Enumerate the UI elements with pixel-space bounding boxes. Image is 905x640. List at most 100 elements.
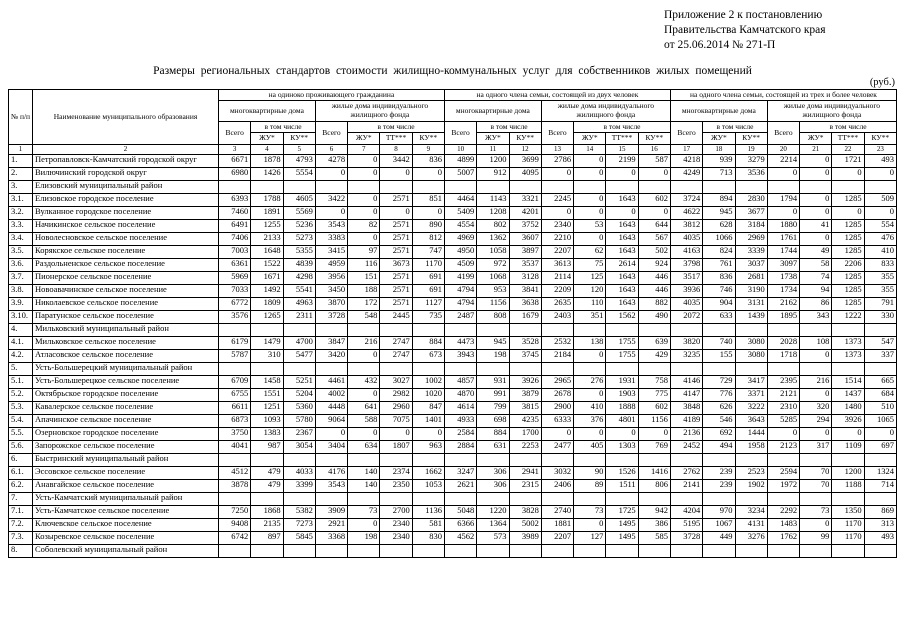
value-cell: 945 [702,205,736,220]
value-cell: 0 [573,348,607,363]
value-cell [282,543,316,558]
value-cell: 138 [573,335,607,350]
value-cell: 6709 [217,374,252,389]
value-cell: 991 [476,387,510,402]
value-cell: 2681 [734,270,768,285]
tt-header: ТТ*** [605,132,639,145]
value-cell [702,179,736,194]
value-cell: 1958 [734,439,768,454]
value-cell: 1762 [766,530,801,545]
value-cell: 3417 [734,374,768,389]
value-cell: 3537 [508,257,542,272]
value-cell [734,361,768,376]
value-cell: 1878 [250,153,284,168]
value-cell: 5236 [282,218,316,233]
value-cell: 1679 [508,309,542,324]
value-cell [799,179,833,194]
value-cell: 1020 [411,387,445,402]
value-cell: 2571 [379,192,413,207]
value-cell [508,491,542,506]
value-cell: 1401 [411,413,445,428]
value-cell: 3131 [734,296,768,311]
row-name-cell: Атласовское сельское поселение [32,348,219,363]
value-cell: 2350 [379,478,413,493]
value-cell: 2340 [379,517,413,532]
value-cell [314,452,349,467]
value-cell: 847 [411,400,445,415]
row-num-cell: 3.3. [8,218,33,233]
value-cell: 2762 [669,465,704,480]
value-cell: 89 [573,478,607,493]
value-cell: 479 [250,465,284,480]
value-cell: 90 [573,465,607,480]
value-cell: 3752 [508,218,542,233]
value-cell: 644 [637,218,671,233]
including-header: в том числе [573,120,671,134]
value-cell: 1170 [831,530,865,545]
value-cell: 4899 [443,153,478,168]
value-cell: 1109 [831,439,865,454]
zhu-header: ЖУ* [347,132,381,145]
value-cell [605,452,639,467]
value-cell: 758 [637,374,671,389]
value-cell: 1495 [605,517,639,532]
value-cell: 0 [573,517,607,532]
value-cell: 0 [605,205,639,220]
value-cell: 1880 [766,218,801,233]
value-cell: 3936 [669,283,704,298]
section-row: 4. Мильковский муниципальный район [8,322,898,337]
row-num-cell: 6. [8,452,33,467]
appendix-line: от 25.06.2014 № 271-П [664,38,776,51]
value-cell: 0 [863,426,898,441]
value-cell: 1127 [411,296,445,311]
value-cell: 3943 [443,348,478,363]
value-cell: 4464 [443,192,478,207]
value-cell: 0 [605,426,639,441]
value-cell: 108 [799,335,833,350]
row-name-cell: Мильковский муниципальный район [32,322,219,337]
value-cell [799,543,833,558]
value-cell: 1643 [605,231,639,246]
value-cell: 0 [799,517,833,532]
value-cell: 2594 [766,465,801,480]
header-row-column-numbers: 1 2 3 4 5 6 7 8 9 10 11 12 13 14 15 16 1… [8,143,898,155]
value-cell: 1807 [379,439,413,454]
value-cell: 1643 [605,296,639,311]
value-cell: 4448 [314,400,349,415]
including-header: в том числе [250,120,316,134]
value-cell: 4933 [443,413,478,428]
value-cell: 912 [476,166,510,181]
value-cell: 3745 [508,348,542,363]
value-cell [605,361,639,376]
value-cell: 4249 [669,166,704,181]
value-cell: 5285 [766,413,801,428]
value-cell [217,491,252,506]
value-cell: 3613 [540,257,575,272]
col-number: 20 [766,143,801,155]
value-cell: 963 [411,439,445,454]
value-cell [379,543,413,558]
value-cell: 4801 [605,413,639,428]
row-name-cell: Мильковское сельское поселение [32,335,219,350]
value-cell: 626 [702,400,736,415]
value-cell [573,543,607,558]
value-cell: 4218 [669,153,704,168]
table-row: 5.1. Усть-Большерецкое сельское поселение… [8,374,898,389]
unit-label: (руб.) [869,76,895,88]
value-cell: 1222 [831,309,865,324]
col-number: 12 [508,143,542,155]
value-cell: 276 [573,374,607,389]
value-cell: 1526 [605,465,639,480]
value-cell: 0 [540,426,575,441]
value-cell: 3422 [314,192,349,207]
value-cell: 3368 [314,530,349,545]
value-cell: 4509 [443,257,478,272]
value-cell: 4473 [443,335,478,350]
value-cell [734,491,768,506]
value-cell: 833 [863,257,898,272]
value-cell: 2678 [540,387,575,402]
value-cell: 4201 [508,205,542,220]
row-num-cell: 5.6. [8,439,33,454]
value-cell: 4562 [443,530,478,545]
value-cell: 775 [637,387,671,402]
